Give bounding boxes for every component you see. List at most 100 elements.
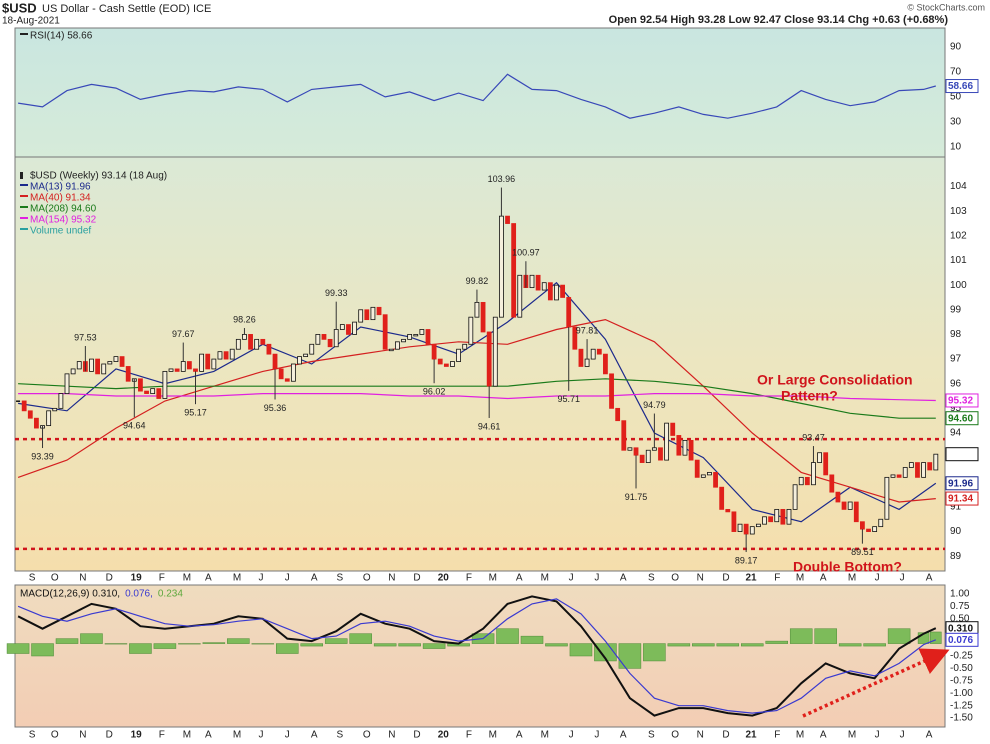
price-annotation: 95.17 [184, 408, 207, 418]
x-tick-label: A [205, 573, 212, 584]
price-annotation: 99.82 [466, 276, 489, 286]
value-box-label: 0.310 [948, 623, 973, 634]
candle [254, 338, 260, 350]
price-annotation: 93.39 [31, 451, 54, 461]
x-tick-label: A [620, 573, 627, 584]
candle [535, 274, 541, 291]
y-tick-label: 98 [950, 329, 962, 340]
candle [603, 353, 608, 375]
x-tick-label: O [363, 730, 371, 741]
y-tick-label: -0.75 [950, 675, 973, 686]
candle [278, 368, 284, 380]
y-tick-label: 95 [950, 403, 962, 414]
legend-label: 0.076, [125, 589, 153, 600]
x-tick-label: D [722, 573, 729, 584]
candle [297, 356, 302, 365]
candle [327, 338, 333, 348]
candle [321, 334, 327, 340]
legend-swatch [20, 33, 28, 35]
price-annotation: 94.79 [643, 400, 666, 410]
x-tick-label: A [516, 730, 523, 741]
price-annotation: 99.33 [325, 288, 348, 298]
candle [450, 361, 455, 367]
candle [566, 297, 572, 328]
x-tick-label: M [183, 573, 191, 584]
candle-icon [20, 172, 23, 179]
candle [309, 343, 315, 355]
x-tick-label: S [29, 573, 36, 584]
x-tick-label: O [51, 573, 59, 584]
x-tick-label: D [106, 573, 113, 584]
candle [755, 523, 761, 528]
candle [835, 491, 841, 503]
candle [866, 528, 871, 532]
y-tick-label: -0.50 [950, 663, 973, 674]
histogram-bar [276, 643, 299, 654]
histogram-bar [838, 643, 862, 647]
histogram-bar [6, 643, 30, 654]
candle [168, 368, 174, 372]
candle [419, 329, 425, 335]
candle [144, 390, 149, 394]
candle [915, 462, 920, 478]
x-tick-label: A [820, 573, 827, 584]
price-annotation: 97.81 [576, 325, 599, 335]
candle [774, 508, 780, 523]
candle [119, 356, 125, 367]
histogram-bar [251, 643, 275, 645]
x-tick-label: O [51, 730, 59, 741]
candle [908, 462, 914, 468]
x-tick-label: M [796, 730, 804, 741]
candle [486, 331, 492, 387]
candle [492, 316, 498, 387]
candle [125, 366, 131, 382]
line [18, 73, 936, 119]
candle [388, 348, 394, 352]
candle [749, 526, 755, 535]
candle [205, 353, 211, 370]
candle [46, 410, 52, 427]
candle [615, 407, 621, 422]
candle [290, 363, 296, 382]
candle [707, 472, 712, 476]
candle [890, 474, 896, 478]
x-tick-label: J [569, 730, 574, 741]
legend-label: MA(40) 91.34 [30, 193, 91, 204]
candle [719, 486, 725, 510]
x-tick-label: N [79, 573, 86, 584]
candle [315, 334, 321, 345]
value-box [945, 447, 979, 462]
candle [572, 326, 578, 350]
histogram-bar [569, 643, 593, 657]
histogram-bar [765, 640, 789, 644]
legend-label: MA(154) 95.32 [30, 215, 97, 226]
histogram-bar [496, 628, 519, 644]
value-box-label: 0.076 [948, 635, 973, 646]
candle [401, 338, 406, 343]
candle [817, 452, 822, 463]
candle [554, 284, 559, 301]
y-tick-label: 1.00 [950, 589, 970, 600]
price-annotation: 94.64 [123, 421, 146, 431]
x-tick-label: A [311, 573, 318, 584]
candle [725, 508, 731, 513]
histogram-bar [31, 643, 54, 657]
histogram-bar [398, 643, 421, 647]
macd-panel [14, 584, 946, 728]
price-annotation: 94.61 [478, 421, 501, 431]
x-tick-label: A [820, 730, 827, 741]
x-tick-label: J [258, 573, 263, 584]
x-tick-label: F [466, 730, 472, 741]
y-tick-label: 0.50 [950, 613, 970, 624]
price-annotation: 95.36 [264, 403, 287, 413]
note: Or Large Consolidation [757, 372, 913, 388]
candle [584, 358, 590, 367]
x-tick-label: 21 [745, 730, 757, 741]
y-tick-label: 102 [950, 230, 967, 241]
x-tick-label: M [848, 730, 856, 741]
candle [468, 316, 474, 345]
legend-label: MA(208) 94.60 [30, 204, 97, 215]
candle [633, 447, 639, 456]
legend-swatch [20, 184, 28, 186]
y-tick-label: 104 [950, 181, 967, 192]
